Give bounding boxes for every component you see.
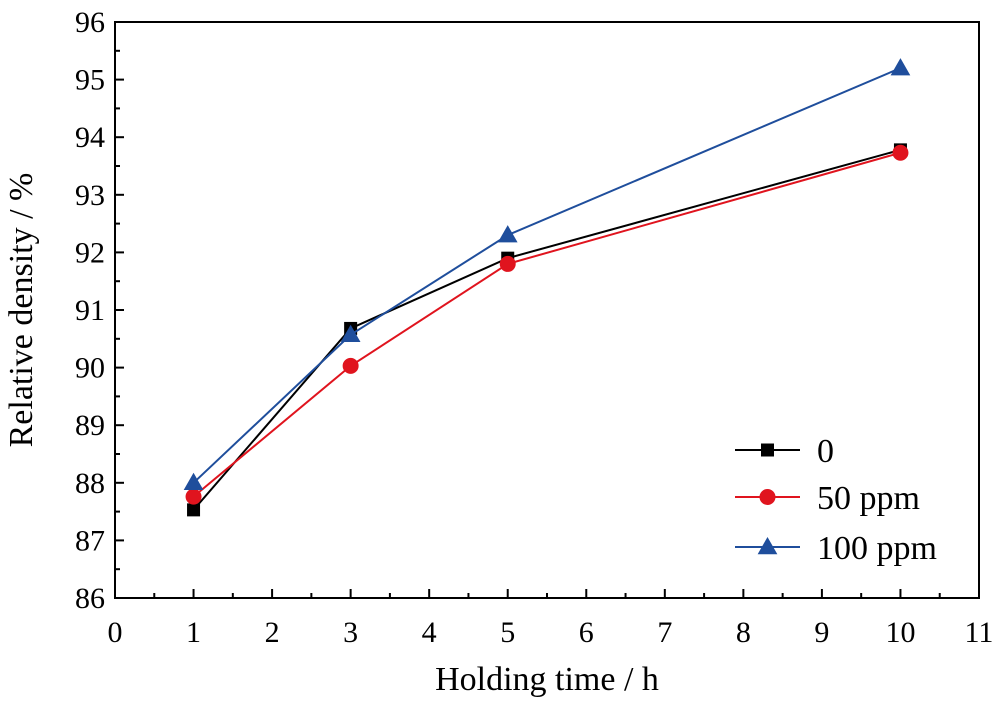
data-point xyxy=(499,255,516,272)
legend-label: 50 ppm xyxy=(817,480,920,517)
data-point xyxy=(187,503,201,517)
legend-label: 100 ppm xyxy=(817,530,937,567)
x-tick-label: 3 xyxy=(343,616,358,649)
legend-item: 0 xyxy=(735,433,834,470)
y-tick-label: 96 xyxy=(75,6,105,39)
x-tick-label: 7 xyxy=(657,616,672,649)
data-point xyxy=(497,225,518,243)
x-tick-label: 0 xyxy=(108,616,123,649)
series-2 xyxy=(183,58,911,491)
x-tick-label: 10 xyxy=(885,616,915,649)
series-line xyxy=(192,148,901,511)
x-axis: 0 1 2 3 4 5 6 7 8 9 10 11 xyxy=(108,589,994,649)
x-tick-label: 9 xyxy=(814,616,829,649)
x-tick-label: 1 xyxy=(186,616,201,649)
x-tick-label: 4 xyxy=(422,616,437,649)
y-tick-label: 90 xyxy=(75,352,105,385)
data-point xyxy=(342,357,359,374)
y-axis-label: Relative density / % xyxy=(3,173,40,448)
legend-label: 0 xyxy=(817,433,834,470)
data-point xyxy=(183,472,204,491)
data-point xyxy=(892,144,909,161)
y-axis: 86 87 88 89 90 91 92 93 94 95 96 xyxy=(75,6,124,615)
legend: 0 50 ppm 100 ppm xyxy=(735,433,937,567)
legend-item: 50 ppm xyxy=(735,480,920,517)
legend-marker xyxy=(757,536,778,555)
data-point xyxy=(340,324,361,343)
series-0 xyxy=(187,143,907,517)
y-tick-label: 86 xyxy=(75,582,105,615)
x-axis-label: Holding time / h xyxy=(435,661,659,698)
y-tick-label: 88 xyxy=(75,467,105,500)
x-tick-label: 5 xyxy=(500,616,515,649)
y-tick-label: 92 xyxy=(75,236,105,269)
series-layer xyxy=(183,58,911,517)
x-tick-label: 11 xyxy=(965,616,994,649)
series-line xyxy=(192,67,901,484)
x-tick-label: 8 xyxy=(736,616,751,649)
data-point xyxy=(890,58,911,76)
y-tick-label: 94 xyxy=(75,121,105,154)
legend-marker xyxy=(761,443,774,457)
y-tick-label: 93 xyxy=(75,179,105,212)
legend-item: 100 ppm xyxy=(735,530,937,567)
legend-marker xyxy=(759,489,776,505)
y-tick-label: 95 xyxy=(75,64,105,97)
x-tick-label: 2 xyxy=(265,616,280,649)
series-1 xyxy=(185,144,909,505)
x-tick-label: 6 xyxy=(579,616,594,649)
y-tick-label: 91 xyxy=(75,294,105,327)
data-point xyxy=(185,488,202,505)
y-tick-label: 89 xyxy=(75,409,105,442)
y-tick-label: 87 xyxy=(75,524,105,557)
series-line xyxy=(192,151,901,498)
